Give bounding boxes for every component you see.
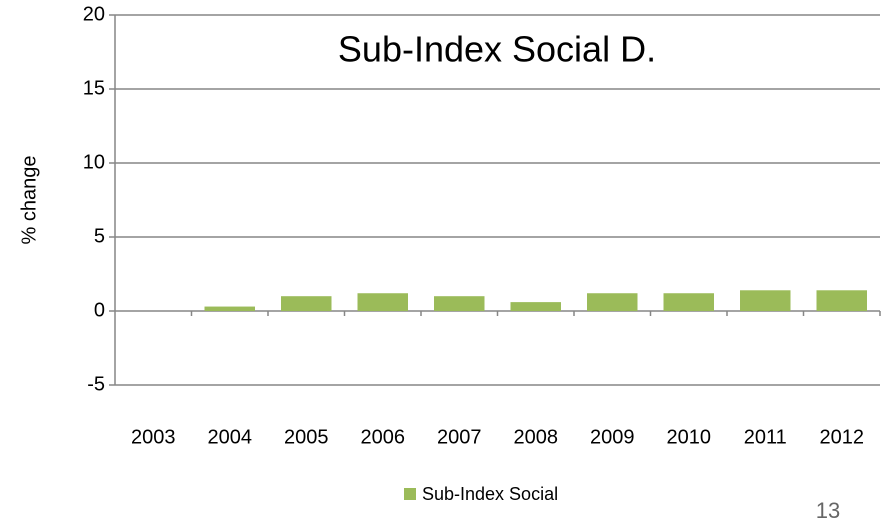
chart-title: Sub-Index Social D. — [338, 29, 656, 70]
x-tick-label: 2009 — [590, 426, 635, 448]
page-number: 13 — [816, 498, 840, 523]
bar — [663, 293, 714, 311]
y-tick-label: 10 — [83, 151, 105, 173]
x-tick-label: 2008 — [514, 426, 559, 448]
x-tick-label: 2011 — [744, 426, 787, 448]
y-axis-label: % change — [18, 156, 40, 245]
y-tick-label: 0 — [94, 299, 105, 321]
x-tick-label: 2006 — [361, 426, 406, 448]
legend-swatch — [404, 488, 416, 500]
y-tick-label: 20 — [83, 3, 105, 25]
x-tick-label: 2003 — [131, 426, 176, 448]
x-tick-label: 2007 — [437, 426, 482, 448]
bar — [281, 296, 332, 311]
bar — [816, 290, 867, 311]
y-tick-label: 5 — [94, 225, 105, 247]
x-tick-label: 2010 — [667, 426, 712, 448]
x-tick-label: 2005 — [284, 426, 329, 448]
bar — [204, 306, 255, 311]
bar — [434, 296, 485, 311]
bar — [587, 293, 638, 311]
bar — [740, 290, 791, 311]
y-tick-label: -5 — [87, 373, 105, 395]
legend-label: Sub-Index Social — [422, 484, 558, 504]
x-tick-label: 2004 — [208, 426, 253, 448]
y-tick-label: 15 — [83, 77, 105, 99]
x-tick-label: 2012 — [820, 426, 865, 448]
bar — [357, 293, 408, 311]
bar — [510, 302, 561, 311]
